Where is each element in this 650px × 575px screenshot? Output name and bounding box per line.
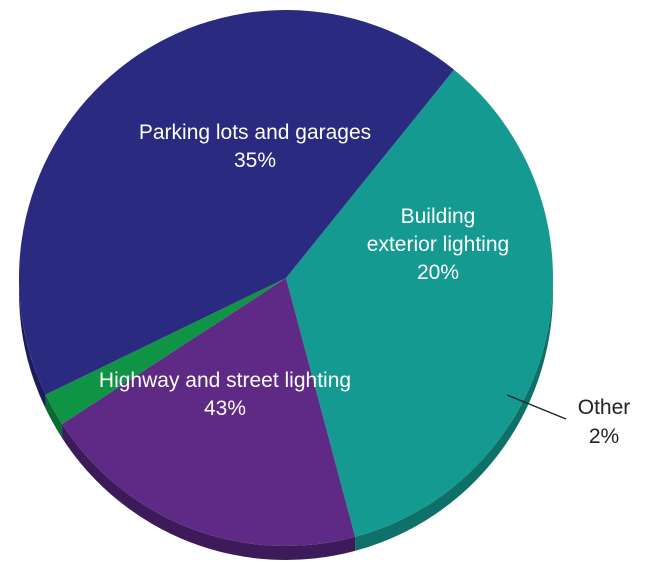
label-parking-value: 35%	[234, 149, 276, 172]
label-highway-name: Highway and street lighting	[99, 369, 351, 392]
pie-side-other	[45, 394, 63, 438]
pie-depth-layer	[19, 278, 553, 560]
label-other-name: Other	[578, 396, 631, 419]
label-building-value: 20%	[417, 261, 459, 284]
label-building-name-line1: Building	[401, 205, 476, 228]
label-highway-value: 43%	[204, 397, 246, 420]
label-building-name-line2: exterior lighting	[367, 233, 509, 256]
pie-side-parking-lots-and-garages	[355, 278, 553, 551]
pie-side-highway-and-street-lighting	[19, 278, 46, 409]
pie-slice-layer	[19, 9, 553, 546]
pie-slice-other	[45, 278, 287, 424]
pie-slice-parking-lots-and-garages	[286, 69, 553, 537]
pie-slice-highway-and-street-lighting	[19, 9, 455, 395]
pie-side-building-exterior-lighting	[62, 423, 356, 560]
other-leader-line	[506, 394, 567, 420]
label-other-value: 2%	[589, 425, 619, 448]
pie-slice-building-exterior-lighting	[62, 278, 356, 546]
label-parking-name: Parking lots and garages	[139, 121, 371, 144]
